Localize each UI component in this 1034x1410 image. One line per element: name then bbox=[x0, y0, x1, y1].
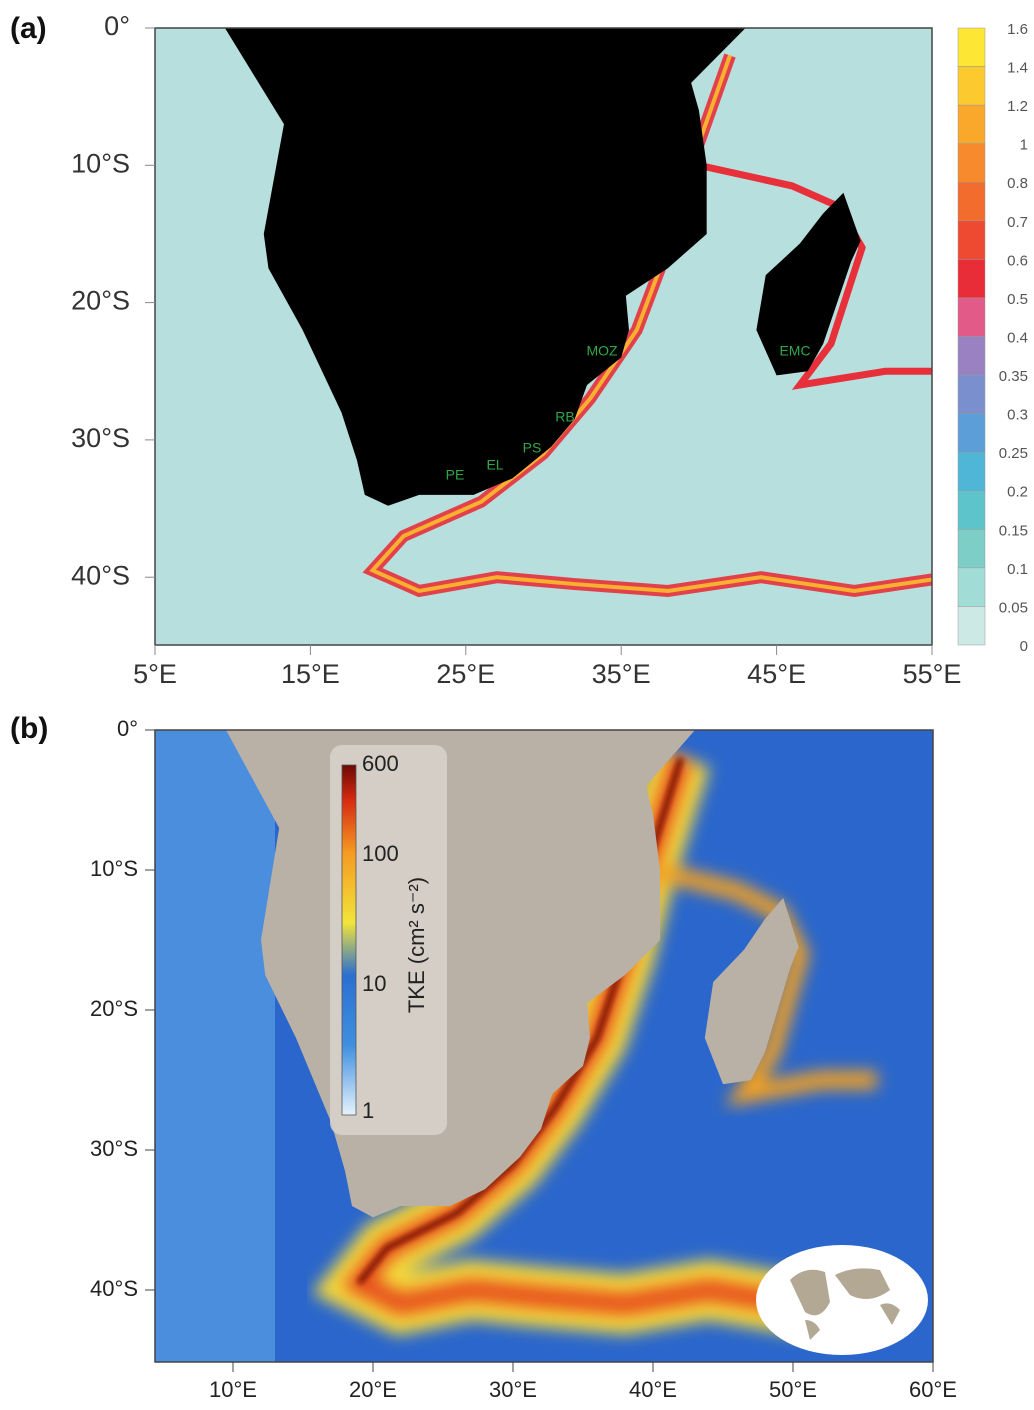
colorbar-band bbox=[958, 67, 985, 106]
colorbar-band bbox=[958, 337, 985, 376]
colorbar-band bbox=[958, 452, 985, 491]
colorbar-label: 0.6 bbox=[1007, 252, 1028, 269]
y-tick-label: 10°S bbox=[71, 148, 130, 178]
y-tick-label: 30°S bbox=[90, 1136, 138, 1161]
y-tick-label: 10°S bbox=[90, 856, 138, 881]
colorbar-band bbox=[958, 221, 985, 260]
colorbar-label: 0 bbox=[1020, 638, 1028, 655]
x-tick-label: 30°E bbox=[489, 1377, 537, 1402]
colorbar-band bbox=[958, 182, 985, 221]
place-label: EL bbox=[486, 457, 503, 473]
inset-globe bbox=[756, 1245, 928, 1355]
colorbar-label: 1.4 bbox=[1007, 60, 1028, 77]
map-a bbox=[155, 1, 948, 645]
x-tick-label: 25°E bbox=[436, 659, 495, 689]
x-tick-label: 40°E bbox=[629, 1377, 677, 1402]
colorbar-label: 0.8 bbox=[1007, 175, 1028, 192]
x-tick-label: 50°E bbox=[769, 1377, 817, 1402]
colorbar-label: 0.2 bbox=[1007, 484, 1028, 501]
colorbar-label: 1.2 bbox=[1007, 98, 1028, 115]
place-label: PS bbox=[523, 440, 542, 456]
colorbar-label: 600 bbox=[362, 751, 399, 776]
x-tick-label: 5°E bbox=[133, 659, 177, 689]
y-tick-label: 0° bbox=[104, 11, 130, 41]
x-tick-label: 20°E bbox=[349, 1377, 397, 1402]
place-label: EMC bbox=[779, 343, 810, 359]
tke-legend bbox=[330, 745, 447, 1135]
colorbar-label: 1 bbox=[1020, 137, 1028, 154]
panel-label: (a) bbox=[10, 12, 47, 45]
colorbar-band bbox=[958, 568, 985, 607]
colorbar-band bbox=[958, 298, 985, 337]
colorbar-band bbox=[958, 375, 985, 414]
colorbar-band bbox=[958, 105, 985, 144]
colorbar-label: 0.35 bbox=[999, 368, 1028, 385]
colorbar-band bbox=[958, 491, 985, 530]
x-tick-label: 10°E bbox=[209, 1377, 257, 1402]
colorbar-label: 0.4 bbox=[1007, 329, 1028, 346]
place-label: MOZ bbox=[586, 343, 618, 359]
colorbar-label: 0.05 bbox=[999, 599, 1028, 616]
colorbar-label: 1 bbox=[362, 1098, 374, 1123]
x-tick-label: 45°E bbox=[747, 659, 806, 689]
colorbar-label: 0.7 bbox=[1007, 214, 1028, 231]
colorbar-label: 0.25 bbox=[999, 445, 1028, 462]
colorbar-label: 10 bbox=[362, 971, 386, 996]
colorbar-label: 100 bbox=[362, 841, 399, 866]
colorbar-band bbox=[958, 529, 985, 568]
y-tick-label: 40°S bbox=[90, 1276, 138, 1301]
colorbar-band bbox=[958, 414, 985, 453]
colorbar-label: 0.1 bbox=[1007, 561, 1028, 578]
place-label: PE bbox=[446, 467, 465, 483]
y-tick-label: 0° bbox=[117, 716, 138, 741]
x-tick-label: 60°E bbox=[909, 1377, 957, 1402]
x-tick-label: 35°E bbox=[592, 659, 651, 689]
colorbar-band bbox=[958, 28, 985, 67]
y-tick-label: 40°S bbox=[71, 560, 130, 590]
colorbar-label: 0.15 bbox=[999, 522, 1028, 539]
figure: (a) (b) 0° 10°S 20°S 30°S 40°S 5°E 15°E 25°E 35°… bbox=[0, 0, 1034, 1405]
y-tick-label: 30°S bbox=[71, 423, 130, 453]
x-tick-label: 55°E bbox=[903, 659, 962, 689]
x-tick-label: 15°E bbox=[281, 659, 340, 689]
place-label: RB bbox=[555, 409, 574, 425]
colorbar-label: 0.5 bbox=[1007, 291, 1028, 308]
colorbar-band bbox=[958, 606, 985, 645]
colorbar-band bbox=[958, 259, 985, 298]
y-tick-label: 20°S bbox=[71, 286, 130, 316]
colorbar-label: 0.3 bbox=[1007, 407, 1028, 424]
colorbar-label: 1.6 bbox=[1007, 21, 1028, 38]
colorbar-band bbox=[958, 144, 985, 183]
colorbar-title: TKE (cm² s⁻²) bbox=[404, 877, 429, 1013]
y-tick-label: 20°S bbox=[90, 996, 138, 1021]
panel-label: (b) bbox=[10, 712, 48, 745]
